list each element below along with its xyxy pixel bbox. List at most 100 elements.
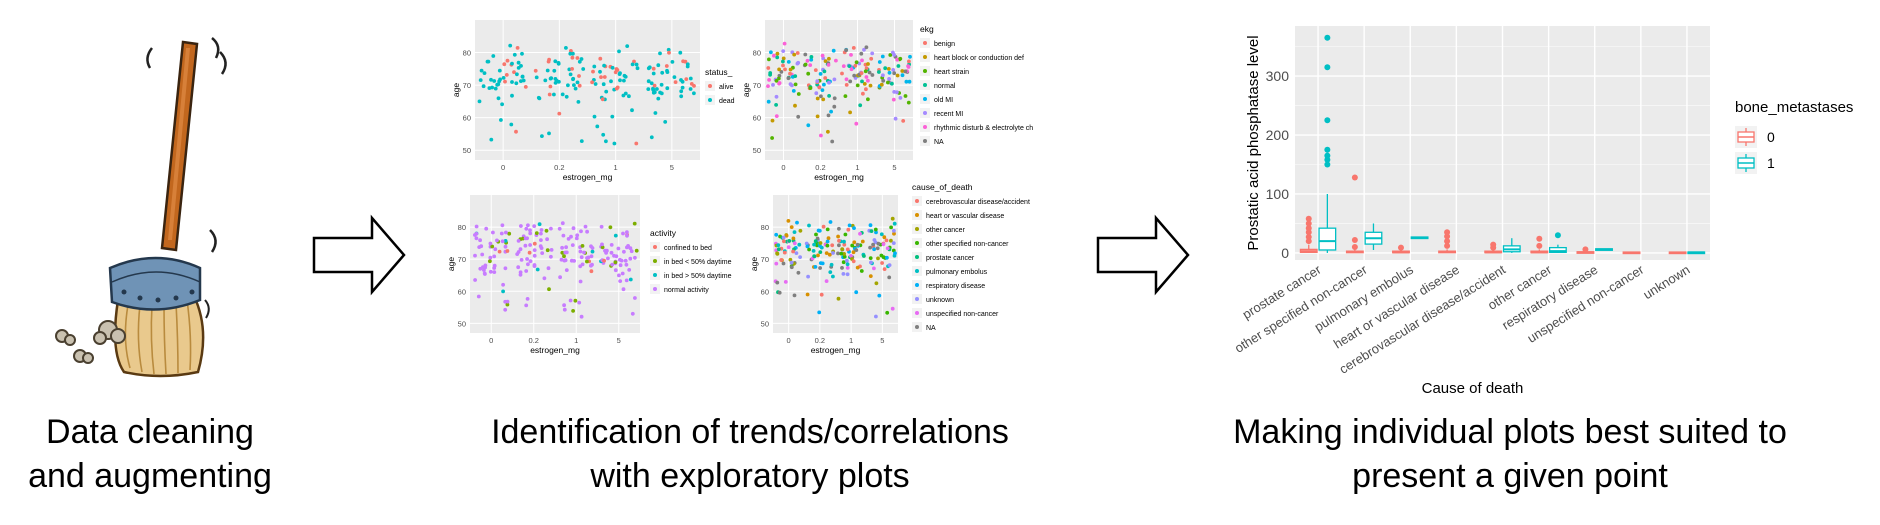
legend-swatch: [923, 97, 927, 101]
scatter-point: [634, 248, 639, 253]
scatter-point: [843, 232, 848, 237]
legend-label: in bed < 50% daytime: [664, 259, 732, 266]
scatter-point: [775, 251, 779, 256]
scatter-point: [845, 272, 850, 277]
scatter-point: [779, 70, 784, 74]
scatter-point: [679, 94, 684, 99]
scatter-point: [837, 243, 841, 248]
scatter-point: [770, 118, 775, 123]
scatter-point: [585, 229, 589, 234]
scatter-point: [797, 242, 802, 247]
scatter-point: [826, 63, 831, 67]
scatter-point: [872, 238, 877, 242]
scatter-point: [516, 250, 521, 254]
scatter-point: [855, 242, 860, 247]
scatter-point: [652, 83, 657, 88]
x-tick-label: 0: [781, 163, 785, 172]
legend-swatch: [708, 84, 712, 88]
box-outlier: [1351, 174, 1358, 181]
scatter-point: [789, 225, 794, 230]
scatter-point: [887, 77, 891, 81]
y-tick-label: 70: [458, 255, 466, 264]
y-tick-label: 80: [463, 49, 471, 58]
scatter-point: [617, 273, 621, 278]
scatter-point: [877, 70, 881, 74]
scatter-point: [837, 238, 841, 243]
scatter-point: [482, 71, 487, 75]
scatter-point: [474, 231, 479, 236]
scatter-point: [557, 111, 562, 116]
scatter-point: [845, 247, 850, 252]
scatter-point: [792, 241, 797, 246]
scatter-point: [580, 244, 585, 248]
scatter-point: [503, 307, 508, 312]
scatter-point: [532, 263, 537, 267]
scatter-point: [601, 82, 606, 87]
scatter-point: [818, 72, 823, 76]
scatter-point: [793, 82, 798, 87]
scatter-point: [510, 61, 514, 66]
scatter-point: [583, 224, 588, 229]
scatter-point: [879, 82, 884, 87]
y-tick-label: 60: [463, 114, 471, 123]
scatter-point: [613, 260, 618, 265]
scatter-point: [868, 274, 873, 278]
scatter-point: [613, 70, 618, 75]
scatter-point: [870, 51, 875, 56]
scatter-point: [474, 236, 479, 241]
scatter-point: [561, 233, 566, 238]
box-outlier: [1324, 161, 1331, 168]
x-tick-label: 0: [489, 336, 493, 345]
scatter-point: [817, 310, 822, 315]
scatter-point: [501, 282, 505, 287]
scatter-point: [515, 46, 520, 50]
scatter-point: [890, 81, 894, 86]
scatter-point: [806, 71, 811, 76]
scatter-point: [621, 93, 626, 98]
y-tick-label: 80: [753, 49, 761, 58]
scatter-point: [547, 57, 551, 62]
scatter-point: [906, 100, 911, 105]
scatter-point: [903, 94, 908, 98]
scatter-point: [774, 232, 779, 237]
scatter-point: [575, 56, 580, 60]
scatter-point: [553, 81, 558, 85]
scatter-point: [678, 50, 683, 55]
scatter-point: [855, 265, 860, 270]
scatter-point: [514, 81, 519, 86]
scatter-point: [543, 78, 548, 83]
scatter-point: [813, 68, 818, 72]
x-axis-label: Cause of death: [1422, 380, 1524, 397]
scatter-point: [847, 223, 852, 228]
scatter-point: [787, 239, 792, 243]
scatter-point: [492, 270, 497, 274]
scatter-point: [525, 257, 529, 261]
scatter-point: [829, 262, 834, 267]
scatter-point: [859, 51, 864, 56]
scatter-point: [502, 62, 507, 67]
scatter-point: [774, 114, 779, 118]
scatter-point: [872, 247, 876, 252]
legend-swatch: [923, 139, 927, 143]
scatter-point: [876, 241, 881, 246]
scatter-point: [633, 296, 637, 300]
scatter-point: [480, 252, 485, 257]
scatter-point: [570, 67, 574, 71]
scatter-point: [549, 254, 553, 259]
scatter-point: [493, 86, 498, 91]
scatter-point: [478, 78, 483, 82]
legend-label: NA: [934, 139, 944, 146]
scatter-point: [836, 251, 840, 256]
scatter-point: [818, 241, 823, 245]
scatter-point: [519, 258, 524, 262]
scatter-point: [604, 139, 608, 144]
scatter-point: [782, 250, 787, 255]
legend-label: heart strain: [934, 69, 969, 76]
scatter-point: [614, 86, 619, 91]
scatter-point: [842, 242, 847, 247]
right-arrow-icon: [312, 214, 406, 296]
scatter-point: [500, 102, 504, 107]
scatter-point: [534, 231, 539, 236]
scatter-point: [585, 259, 589, 264]
scatter-point: [655, 87, 659, 91]
